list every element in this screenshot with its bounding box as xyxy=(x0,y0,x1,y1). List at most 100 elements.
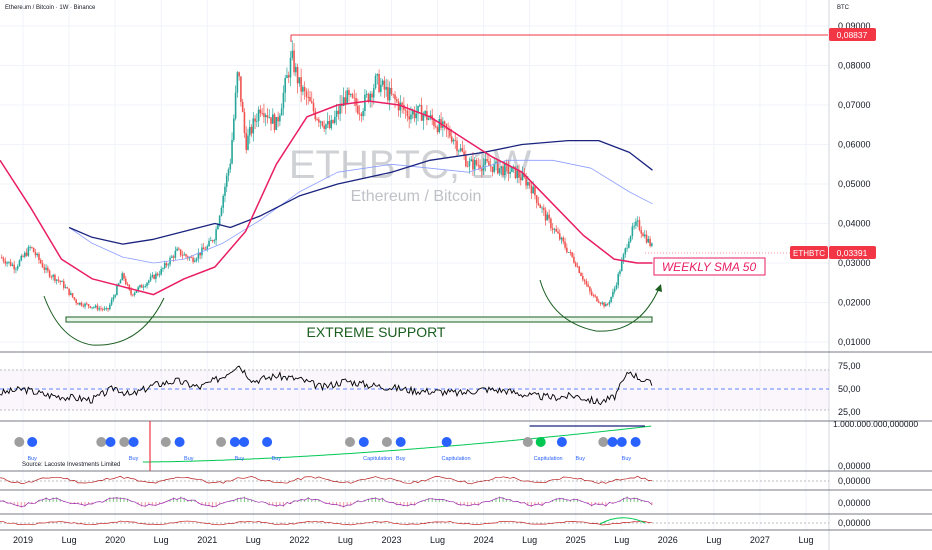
candle-body xyxy=(622,254,625,262)
candle-body xyxy=(606,304,609,305)
candle-body xyxy=(353,97,356,99)
candle-body xyxy=(209,240,212,242)
candle-body xyxy=(404,109,407,111)
ath-price-tag xyxy=(829,28,876,41)
candle-body xyxy=(532,186,534,194)
candle-body xyxy=(4,261,7,264)
candle-body xyxy=(546,214,549,221)
candle-body xyxy=(629,236,632,242)
candle-body xyxy=(385,87,387,90)
candle-body xyxy=(18,260,21,267)
candle-body xyxy=(62,281,65,288)
candle-body xyxy=(357,105,359,114)
signal-label: Buy xyxy=(622,456,632,462)
candle-body xyxy=(213,240,216,242)
candle-body xyxy=(298,77,301,84)
candle-body xyxy=(302,87,304,92)
candle-body xyxy=(380,84,382,93)
time-axis-label: 2023 xyxy=(381,535,401,545)
price-axis-label: 0,05000 xyxy=(838,179,871,189)
signal-dot xyxy=(345,437,355,447)
candle-body xyxy=(202,247,205,250)
signal-dot xyxy=(239,437,250,447)
candle-body xyxy=(287,75,290,78)
time-axis-label: 2025 xyxy=(566,535,586,545)
candle-body xyxy=(163,263,166,269)
candle-body xyxy=(300,77,302,92)
candle-body xyxy=(484,159,487,165)
candle-body xyxy=(502,166,504,176)
candle-body xyxy=(266,115,269,118)
candle-body xyxy=(66,287,69,289)
candle-body xyxy=(647,238,650,243)
candle-body xyxy=(133,292,136,296)
candle-body xyxy=(55,279,58,281)
candle-body xyxy=(135,291,138,293)
candle-body xyxy=(132,294,134,296)
candle-body xyxy=(395,99,398,102)
candle-body xyxy=(631,226,634,237)
candle-body xyxy=(112,297,115,300)
candle-body xyxy=(160,269,162,275)
candle-body xyxy=(247,135,249,150)
time-axis-label: 2019 xyxy=(13,535,33,545)
candle-body xyxy=(592,295,595,297)
candle-body xyxy=(461,148,464,152)
oscillator-panes xyxy=(0,475,829,526)
candle-body xyxy=(91,307,93,309)
candle-body xyxy=(197,252,200,259)
candle-body xyxy=(275,117,278,130)
candle-body xyxy=(422,114,425,121)
time-axis-label: 2021 xyxy=(197,535,217,545)
candle-body xyxy=(16,266,19,269)
support-label: EXTREME SUPPORT xyxy=(307,324,446,340)
candle-body xyxy=(199,252,201,256)
candle-body xyxy=(339,103,341,115)
candle-body xyxy=(617,273,620,286)
candle-body xyxy=(583,279,586,282)
candle-body xyxy=(590,291,593,296)
time-axis-label: Lug xyxy=(614,535,629,545)
price-axis-label: 0,08000 xyxy=(838,60,871,70)
candle-body xyxy=(204,249,207,251)
candle-body xyxy=(195,258,198,261)
candle-body xyxy=(68,288,70,295)
candle-body xyxy=(316,119,318,120)
signal-dot xyxy=(598,437,609,447)
candle-body xyxy=(348,90,350,95)
candle-body xyxy=(314,111,317,120)
candle-body xyxy=(162,268,164,270)
candle-body xyxy=(227,169,230,176)
candle-body xyxy=(558,233,561,240)
candle-body xyxy=(452,139,455,142)
rsi-line xyxy=(0,365,653,406)
candle-body xyxy=(362,111,364,117)
candle-body xyxy=(481,168,483,171)
candle-body xyxy=(364,94,366,112)
candle-body xyxy=(2,258,5,262)
candle-body xyxy=(9,261,12,266)
candle-body xyxy=(612,291,614,297)
candle-body xyxy=(291,50,294,58)
candle-body xyxy=(137,287,139,292)
candle-body xyxy=(326,121,329,125)
candle-body xyxy=(45,267,47,270)
candle-body xyxy=(645,234,648,243)
candle-body xyxy=(233,118,235,140)
candle-body xyxy=(34,252,37,256)
time-axis-label: Lug xyxy=(522,535,537,545)
candle-body xyxy=(333,116,336,123)
candle-body xyxy=(31,247,33,248)
candle-body xyxy=(332,119,334,123)
signal-dot xyxy=(160,437,171,447)
sma50-line xyxy=(0,100,653,296)
sma-label: WEEKLY SMA 50 xyxy=(662,260,757,274)
signal-dot xyxy=(119,437,130,447)
candle-body xyxy=(238,72,240,77)
candle-body xyxy=(447,128,449,131)
rsi-axis-75: 75,00 xyxy=(838,361,861,371)
candle-body xyxy=(144,286,147,287)
candle-body xyxy=(580,272,582,276)
signal-dot xyxy=(105,437,116,447)
